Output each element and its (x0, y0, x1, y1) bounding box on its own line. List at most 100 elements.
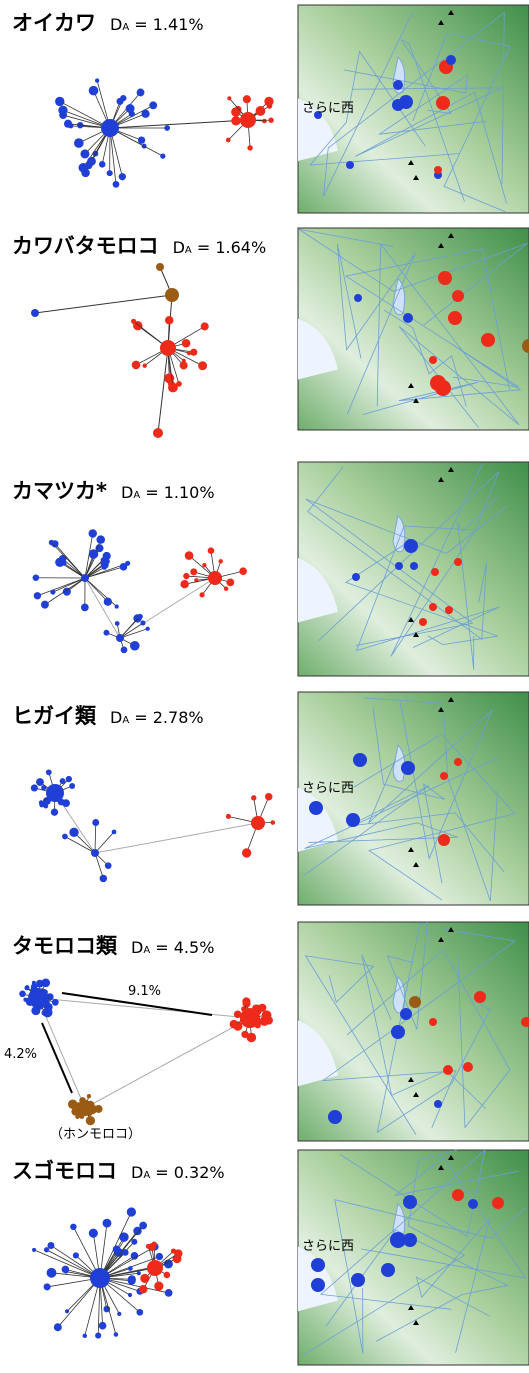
node (141, 110, 149, 118)
network (31, 769, 275, 882)
node (49, 995, 54, 1000)
map-terrain (298, 1150, 529, 1365)
node (113, 181, 120, 188)
map-note: さらに西 (302, 1239, 354, 1254)
panel: カワバタモロコDA = 1.64% (12, 234, 266, 438)
edge (95, 823, 96, 853)
node (62, 834, 68, 840)
panel-title: カマツカ*DA = 1.10% (12, 479, 215, 503)
node (126, 104, 135, 113)
node (183, 573, 189, 579)
node (171, 1248, 176, 1253)
node (49, 540, 54, 545)
node (41, 785, 46, 790)
node (165, 316, 174, 325)
node (231, 107, 241, 117)
node (89, 86, 99, 96)
node (39, 800, 44, 805)
node (128, 1293, 132, 1297)
edge (35, 295, 172, 313)
map-site (401, 761, 415, 775)
map-site (443, 1065, 453, 1075)
edge (65, 836, 95, 853)
da-symbol: D (110, 708, 122, 727)
node (112, 830, 117, 835)
map-site (404, 539, 418, 553)
map-site (448, 311, 462, 325)
node (164, 1272, 171, 1279)
edge (38, 998, 250, 1018)
node (103, 630, 109, 636)
node (208, 571, 222, 585)
node (165, 288, 179, 302)
da-value: = 1.64% (192, 238, 266, 257)
map-note: さらに西 (302, 781, 354, 796)
node (115, 621, 120, 626)
node (251, 795, 256, 800)
node (256, 106, 266, 116)
node (230, 1020, 238, 1028)
node (132, 361, 141, 370)
node (89, 529, 97, 537)
panel: スゴモロコDA = 0.32% (12, 1159, 225, 1339)
node (137, 89, 145, 97)
node (140, 1274, 149, 1283)
node (199, 592, 204, 597)
node (86, 1116, 95, 1125)
map-site (435, 380, 451, 396)
map-site (429, 1018, 437, 1026)
map-site (429, 603, 437, 611)
node (128, 1277, 136, 1285)
map-site (328, 1110, 342, 1124)
node (251, 816, 265, 830)
network (19, 979, 273, 1126)
node (226, 138, 231, 143)
panel: タモロコ類DA = 4.5%9.1%4.2%（ホンモロコ） (4, 934, 273, 1142)
map-site (311, 1278, 325, 1292)
node (114, 1332, 119, 1337)
node (185, 551, 194, 560)
node (28, 988, 48, 1008)
node (52, 999, 59, 1006)
node (31, 784, 38, 791)
map-site (436, 96, 450, 110)
map (298, 922, 529, 1141)
edge (34, 1250, 100, 1278)
map-site (440, 772, 448, 780)
node (154, 1282, 163, 1291)
da-value: = 1.10% (140, 483, 214, 502)
node (99, 1322, 107, 1330)
annotation: 4.2% (4, 1047, 37, 1062)
annotation: 9.1% (128, 984, 161, 999)
species-name: カワバタモロコ (12, 234, 159, 258)
map-site (445, 606, 453, 614)
network (55, 78, 274, 187)
map-site (403, 313, 413, 323)
node (140, 620, 145, 625)
node (239, 567, 247, 575)
node (73, 1252, 79, 1258)
node (260, 1016, 270, 1026)
node (160, 340, 176, 356)
node (66, 776, 72, 782)
da-symbol: D (131, 1163, 143, 1182)
node (190, 568, 197, 575)
node (136, 1309, 143, 1316)
node (34, 592, 41, 599)
node (50, 590, 55, 595)
da-symbol: D (110, 15, 122, 34)
node (247, 145, 252, 150)
map-site (311, 1258, 325, 1272)
map-site (431, 568, 439, 576)
node (44, 1247, 49, 1252)
node (143, 363, 147, 367)
node (243, 95, 251, 103)
node (139, 1222, 147, 1230)
node (153, 428, 163, 438)
node (165, 1289, 173, 1297)
node (24, 985, 29, 990)
node (54, 1323, 62, 1331)
da-value: = 0.32% (150, 1163, 224, 1182)
node (139, 1285, 148, 1294)
